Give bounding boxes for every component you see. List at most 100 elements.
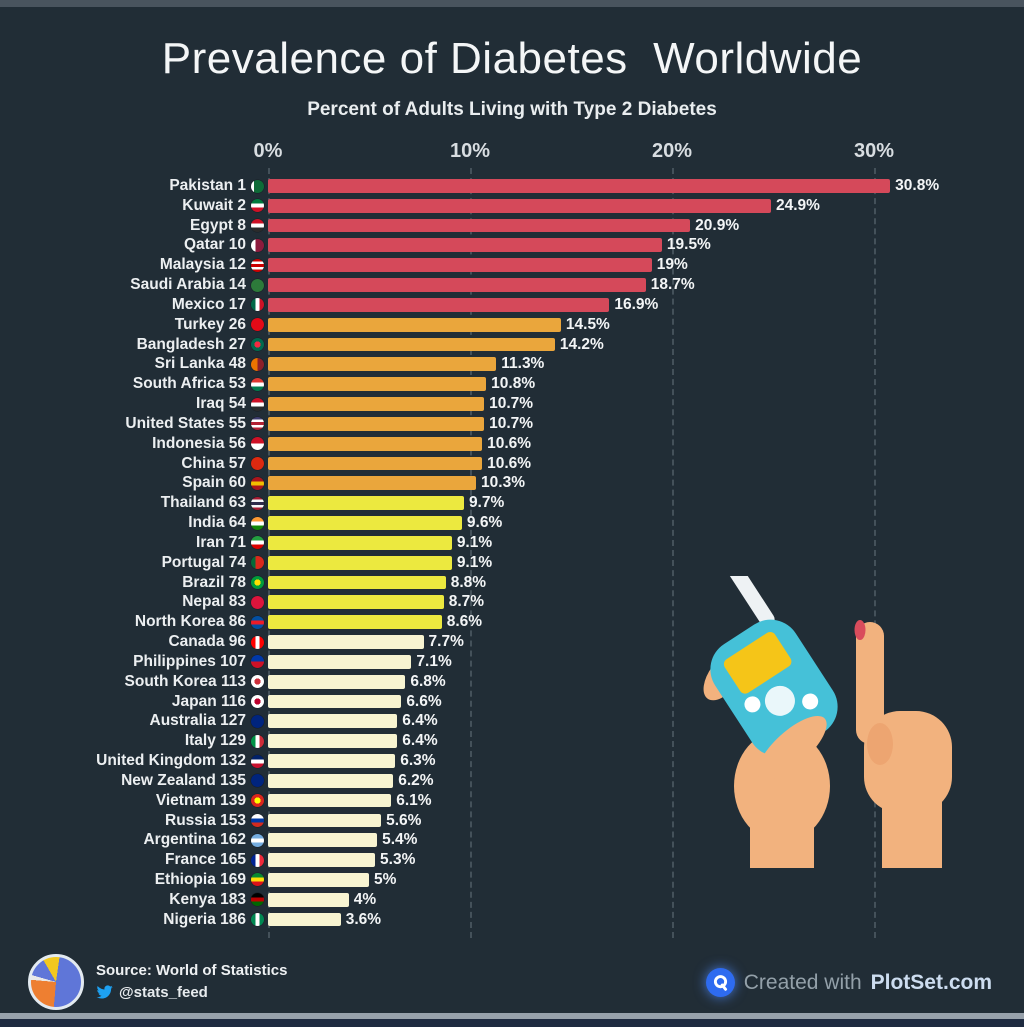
- flag-icon: [251, 457, 264, 471]
- flag-icon: [251, 635, 264, 649]
- bottom-border-strip: [0, 1013, 1024, 1019]
- x-axis: 0% 10% 20% 30%: [0, 140, 1024, 166]
- country-label: Argentina 162: [143, 831, 246, 849]
- bar-row: Thailand 63 9.7%: [0, 493, 1024, 513]
- bar: [268, 833, 378, 848]
- flag-icon: [251, 754, 264, 768]
- flag-icon: [251, 695, 264, 709]
- bar-rows: Pakistan 1 30.8% Kuwait 2 24.9% Egypt 8 20.9%…: [0, 176, 1024, 929]
- bar-row: Ethiopia 169 5%: [0, 870, 1024, 890]
- bar: [268, 179, 891, 193]
- bar: [268, 278, 646, 292]
- value-label: 14.5%: [565, 315, 610, 333]
- value-label: 6.8%: [410, 672, 446, 690]
- country-label: Indonesia 56: [152, 434, 246, 452]
- gridline: [470, 168, 472, 938]
- flag-icon: [251, 675, 264, 689]
- thumb-crease-icon: [867, 723, 893, 765]
- flag-icon: [251, 774, 264, 788]
- country-label: Canada 96: [168, 633, 246, 651]
- bar-row: Brazil 78 8.8%: [0, 573, 1024, 593]
- x-axis-tick: 0%: [253, 140, 283, 162]
- bar: [268, 357, 497, 372]
- bar: [268, 694, 402, 709]
- bar-row: Japan 116 6.6%: [0, 692, 1024, 712]
- country-label: Thailand 63: [160, 494, 246, 512]
- bar-row: Portugal 74 9.1%: [0, 553, 1024, 573]
- bar: [268, 535, 452, 550]
- x-axis-tick: 30%: [853, 140, 895, 162]
- bar: [268, 595, 444, 610]
- country-label: New Zealand 135: [121, 771, 246, 789]
- value-label: 6.2%: [398, 771, 434, 789]
- country-label: Iraq 54: [196, 395, 246, 413]
- flag-icon: [251, 357, 264, 371]
- world-of-statistics-logo-icon: [28, 954, 84, 1010]
- bar: [268, 714, 398, 729]
- value-label: 5.6%: [386, 811, 422, 829]
- value-label: 8.8%: [450, 573, 487, 591]
- bar-row: Egypt 8 20.9%: [0, 216, 1024, 236]
- value-label: 20.9%: [695, 216, 740, 234]
- flag-icon: [251, 338, 264, 352]
- flag-icon: [251, 258, 264, 272]
- gridlines: [0, 168, 1024, 938]
- bar: [268, 674, 406, 689]
- value-label: 5%: [374, 870, 397, 888]
- value-label: 5.3%: [380, 851, 416, 869]
- twitter-handle-row: @stats_feed: [96, 984, 208, 1001]
- value-label: 10.3%: [481, 474, 525, 492]
- bar-row: Kuwait 2 24.9%: [0, 196, 1024, 216]
- country-label: Brazil 78: [182, 573, 246, 591]
- flag-icon: [251, 913, 264, 927]
- bar: [268, 793, 392, 808]
- flag-icon: [251, 516, 264, 530]
- bar-row: India 64 9.6%: [0, 513, 1024, 533]
- country-label: United States 55: [125, 414, 246, 432]
- bar: [268, 317, 561, 332]
- value-label: 14.2%: [559, 335, 604, 353]
- value-label: 7.1%: [416, 652, 452, 670]
- bar: [268, 397, 485, 411]
- value-label: 19%: [656, 256, 688, 274]
- country-label: Mexico 17: [171, 295, 246, 313]
- bar: [268, 198, 771, 213]
- country-label: South Africa 53: [132, 375, 246, 393]
- bar-row: Malaysia 12 19%: [0, 255, 1024, 275]
- value-label: 5.4%: [382, 831, 418, 849]
- bar-row: Pakistan 1 30.8%: [0, 176, 1024, 196]
- top-border-strip: [0, 0, 1024, 7]
- country-label: Kuwait 2: [182, 196, 246, 214]
- country-label: Japan 116: [171, 692, 246, 710]
- bar: [268, 575, 446, 590]
- bar: [268, 912, 341, 927]
- country-label: Bangladesh 27: [136, 335, 246, 353]
- bar: [268, 754, 396, 768]
- value-label: 8.6%: [446, 613, 483, 631]
- value-label: 16.9%: [614, 295, 659, 313]
- value-label: 11.3%: [501, 355, 545, 373]
- bar: [268, 496, 464, 511]
- bar: [268, 377, 487, 392]
- bar: [268, 892, 349, 907]
- value-label: 10.6%: [487, 454, 532, 472]
- twitter-bird-icon: [96, 985, 113, 999]
- value-label: 24.9%: [775, 196, 820, 214]
- gridline: [268, 168, 270, 938]
- bar-row: France 165 5.3%: [0, 850, 1024, 870]
- bar-row: United States 55 10.7%: [0, 414, 1024, 434]
- country-label: Nigeria 186: [163, 910, 246, 928]
- country-label: Ethiopia 169: [154, 870, 246, 888]
- flag-icon: [251, 397, 264, 411]
- country-label: Iran 71: [196, 533, 246, 551]
- bar: [268, 297, 610, 312]
- flag-icon: [251, 199, 264, 213]
- bar-row: Indonesia 56 10.6%: [0, 434, 1024, 454]
- flag-icon: [251, 536, 264, 550]
- value-label: 10.6%: [487, 434, 532, 452]
- country-label: Malaysia 12: [159, 256, 246, 274]
- bar: [268, 337, 555, 352]
- flag-icon: [251, 417, 264, 431]
- flag-icon: [251, 496, 264, 510]
